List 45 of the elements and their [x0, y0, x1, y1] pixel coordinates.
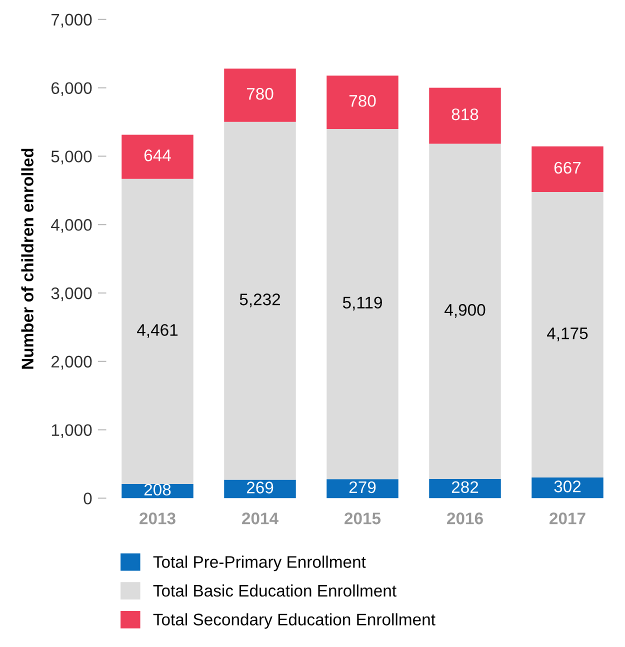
y-tick-label: 5,000	[51, 150, 92, 164]
y-tick-label: 6,000	[52, 82, 92, 96]
x-tick-label: 2013	[140, 512, 176, 524]
data-label: 5,119	[342, 296, 382, 310]
y-tick-label: 3,000	[51, 287, 92, 302]
data-label: 4,900	[444, 304, 486, 318]
data-label: 4,461	[137, 324, 178, 338]
data-label: 780	[349, 94, 376, 107]
bar	[429, 478, 501, 498]
data-label: 667	[554, 162, 581, 174]
data-label: 279	[349, 481, 376, 494]
x-tick-label: 2017	[550, 512, 586, 524]
data-label: 644	[144, 149, 171, 162]
legend-label: Total Secondary Education Enrollment	[153, 613, 436, 629]
bar	[122, 134, 194, 179]
bar	[326, 128, 398, 480]
data-label: 5,232	[240, 294, 280, 308]
data-label: 282	[452, 481, 478, 494]
y-axis-title: Number of children enrolled	[21, 148, 34, 369]
data-label: 4,175	[547, 328, 588, 342]
data-label: 302	[554, 480, 581, 492]
bar	[224, 68, 296, 122]
x-tick-label: 2014	[242, 512, 278, 524]
y-tick-label: 2,000	[51, 356, 92, 370]
bar	[532, 192, 604, 478]
bar	[326, 76, 398, 129]
bar	[429, 88, 501, 144]
bar	[224, 122, 296, 480]
bar	[326, 479, 398, 498]
x-tick-label: 2016	[447, 512, 483, 524]
data-label: 780	[246, 88, 274, 100]
bar	[532, 146, 604, 192]
data-label: 818	[452, 108, 478, 120]
data-label: 208	[144, 484, 171, 496]
y-tick-label: 1,000	[52, 424, 92, 438]
y-tick-label: 4,000	[51, 219, 92, 233]
bar	[122, 178, 194, 484]
legend-label: Total Pre-Primary Enrollment	[153, 556, 366, 572]
y-tick-label: 0	[84, 492, 92, 504]
bar	[429, 144, 501, 479]
data-label: 269	[246, 482, 274, 494]
legend-label: Total Basic Education Enrollment	[153, 584, 396, 597]
y-tick-label: 7,000	[52, 14, 92, 28]
bar	[532, 478, 604, 498]
x-tick-label: 2015	[344, 512, 381, 524]
